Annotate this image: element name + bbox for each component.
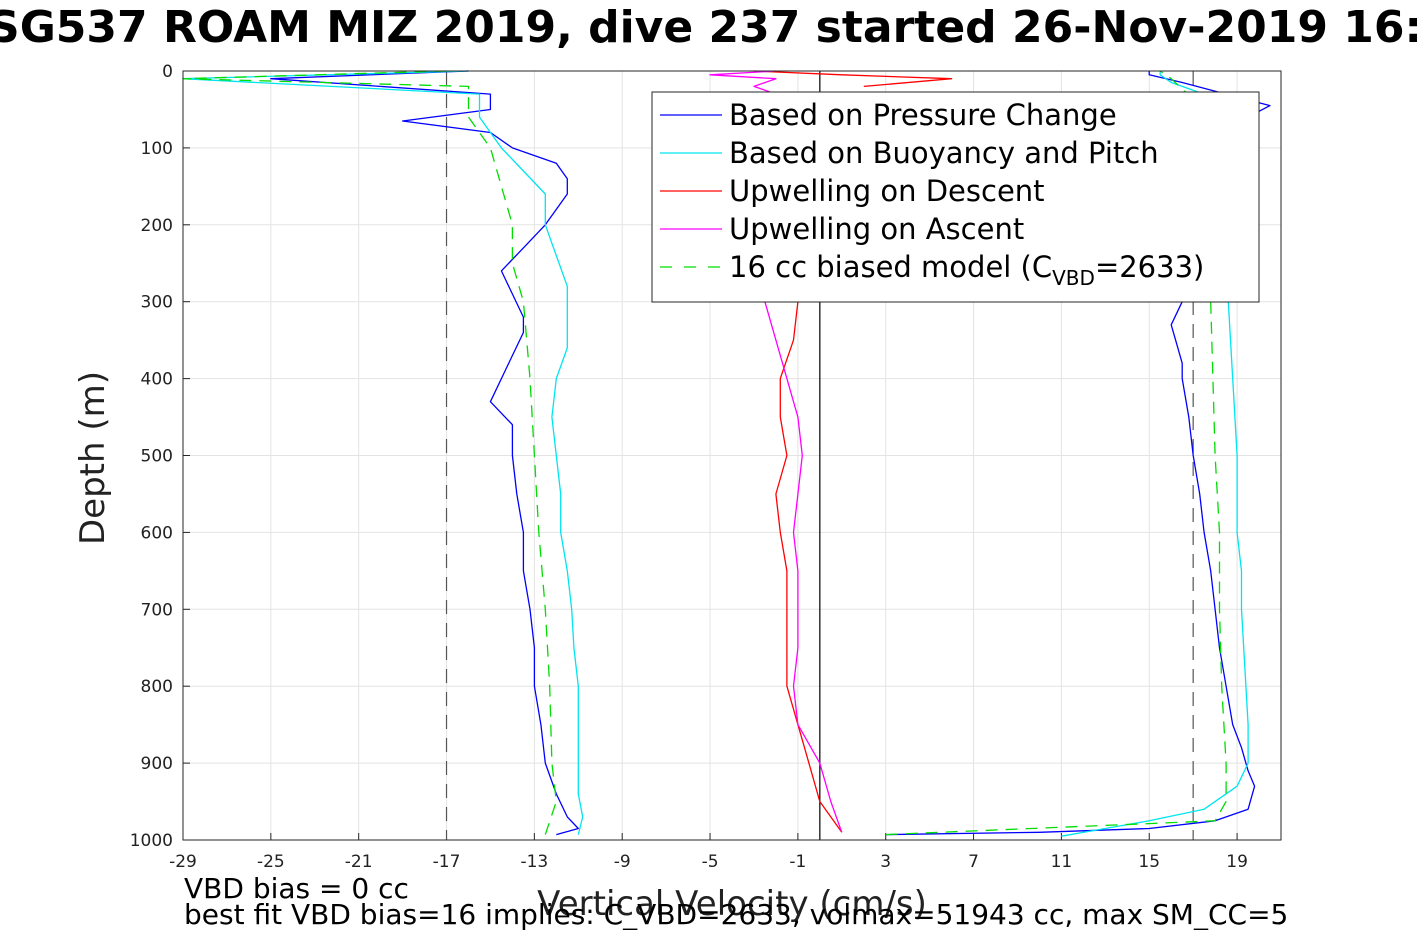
series-line-up_desc [753, 70, 953, 88]
legend-text-end: =2633) [1095, 250, 1204, 284]
series-line-up_asc [709, 70, 777, 95]
x-tick-label: 11 [1051, 852, 1073, 872]
x-tick-label: -21 [345, 852, 373, 872]
legend-text-subscript: VBD [1052, 266, 1095, 290]
series-line-up_asc [764, 301, 843, 833]
x-tick-label: -13 [520, 852, 548, 872]
x-tick-label: 3 [880, 852, 891, 872]
y-tick-label: 300 [141, 293, 173, 313]
x-tick-labels: -29 -25 -21 -17 -13 -9 -5 -1 3 7 11 15 19 [169, 852, 1248, 872]
x-tick-label: -9 [614, 852, 631, 872]
series-layer [182, 70, 1271, 837]
legend-label-model: 16 cc biased model (CVBD=2633) [729, 250, 1204, 290]
x-tick-label: 7 [968, 852, 979, 872]
y-tick-labels: 0 100 200 300 400 500 600 700 800 900 1000 [130, 62, 173, 851]
y-tick-label: 100 [141, 139, 173, 159]
y-tick-label: 1000 [130, 831, 173, 851]
legend-text-main: 16 cc biased model (C [729, 250, 1052, 284]
x-axis-label: Vertical Velocity (cm/s) [537, 884, 927, 924]
chart-title: SG537 ROAM MIZ 2019, dive 237 started 26… [0, 2, 1417, 53]
y-tick-label: 800 [141, 677, 173, 697]
y-tick-label: 500 [141, 447, 173, 467]
legend-box [651, 91, 1260, 303]
y-axis-label: Depth (m) [73, 371, 113, 545]
x-tick-label: 19 [1226, 852, 1248, 872]
series-line-model [182, 70, 557, 835]
x-tick-label: -1 [789, 852, 806, 872]
footnote-best-fit: best fit VBD bias=16 implies: C_VBD=2633… [184, 900, 1289, 930]
series-line-buoyancy [182, 70, 584, 835]
y-tick-label: 700 [141, 600, 173, 620]
y-tick-label: 200 [141, 216, 173, 236]
y-tick-label: 900 [141, 754, 173, 774]
legend: Based on Pressure Change Based on Buoyanc… [651, 91, 1260, 303]
x-tick-label: -17 [433, 852, 461, 872]
legend-label-pressure: Based on Pressure Change [729, 98, 1117, 132]
x-tick-label: -25 [257, 852, 285, 872]
series-up_asc [709, 70, 843, 833]
y-tick-label: 0 [162, 62, 173, 82]
legend-label-up_asc: Upwelling on Ascent [729, 212, 1024, 246]
x-tick-label: -29 [169, 852, 197, 872]
footnote-vbd-bias: VBD bias = 0 cc [184, 872, 409, 905]
series-up_desc [753, 70, 953, 833]
y-tick-label: 600 [141, 523, 173, 543]
legend-label-buoyancy: Based on Buoyancy and Pitch [729, 136, 1159, 170]
series-line-pressure [270, 70, 579, 836]
plot-frame [182, 70, 1282, 841]
legend-label-up_desc: Upwelling on Descent [729, 174, 1045, 208]
series-line-up_desc [775, 301, 843, 833]
x-tick-label: 15 [1138, 852, 1160, 872]
x-tick-label: -5 [702, 852, 719, 872]
y-tick-label: 400 [141, 370, 173, 390]
